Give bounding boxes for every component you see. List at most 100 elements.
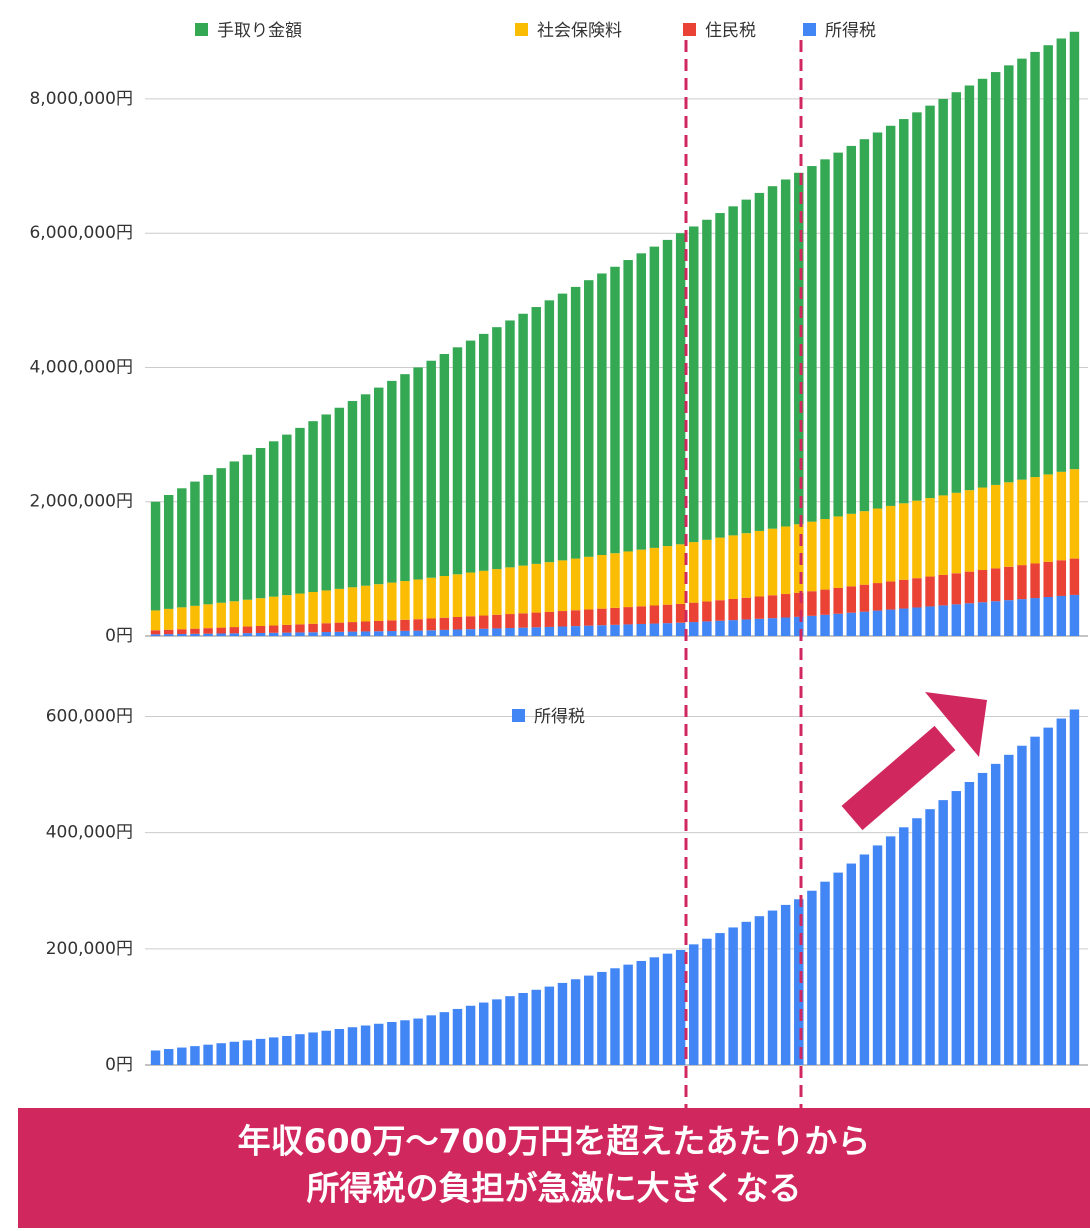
bar: [584, 625, 594, 636]
bar: [623, 260, 633, 552]
bar: [846, 863, 857, 1065]
bar: [1056, 471, 1067, 561]
bar: [728, 535, 738, 599]
bar: [334, 1028, 345, 1065]
bar: [203, 474, 213, 605]
bar: [938, 574, 948, 606]
bar: [426, 618, 436, 631]
bar: [584, 609, 594, 626]
bar: [505, 996, 515, 1065]
bar: [741, 597, 751, 620]
bar: [675, 622, 686, 636]
bar: [570, 979, 581, 1065]
bar: [387, 631, 397, 636]
bar: [689, 542, 699, 603]
bar: [623, 607, 633, 625]
bar: [649, 547, 660, 606]
bar: [413, 367, 423, 580]
bar: [964, 490, 975, 572]
bar: [1056, 718, 1067, 1065]
bar: [1056, 38, 1067, 472]
bar: [1043, 561, 1053, 598]
y-tick-label: 2,000,000円: [29, 492, 133, 512]
bar: [387, 1022, 397, 1065]
bar: [557, 611, 568, 627]
bar: [439, 354, 450, 577]
arrow-head: [925, 692, 987, 757]
bar: [649, 246, 660, 548]
bar: [977, 602, 988, 636]
bar: [229, 1041, 240, 1065]
bar: [636, 606, 646, 624]
bar: [321, 590, 331, 624]
bar: [728, 598, 738, 621]
bar: [702, 219, 712, 540]
bar: [754, 530, 765, 597]
bar: [544, 562, 555, 612]
bar: [767, 595, 778, 619]
bar: [177, 1047, 187, 1065]
bar: [754, 916, 765, 1065]
bar: [1030, 51, 1040, 478]
bar: [531, 612, 541, 628]
bar: [570, 558, 581, 611]
bar: [715, 537, 725, 601]
bar: [295, 593, 305, 625]
bar: [1069, 31, 1080, 470]
bar: [1030, 736, 1040, 1065]
bar: [400, 581, 410, 620]
bar: [531, 563, 541, 613]
bar: [479, 333, 489, 571]
arrow: [841, 692, 987, 831]
bar: [400, 374, 410, 582]
legend-swatch: [683, 23, 696, 36]
bar: [1056, 595, 1067, 636]
bar: [544, 611, 555, 627]
bar: [544, 626, 555, 636]
bar: [321, 632, 331, 636]
bar: [203, 604, 213, 629]
bar: [925, 606, 935, 636]
bar: [308, 632, 318, 636]
bar: [268, 1037, 279, 1065]
bar: [229, 633, 240, 636]
bar: [807, 890, 817, 1065]
bar: [426, 630, 436, 636]
bar: [794, 524, 804, 593]
bar: [347, 631, 358, 636]
y-tick-label: 200,000円: [46, 939, 133, 959]
bar: [820, 159, 830, 520]
bar: [794, 172, 804, 525]
bar: [1030, 477, 1040, 564]
bar: [899, 503, 909, 580]
bar: [465, 340, 476, 573]
bar: [570, 626, 581, 636]
bar: [1017, 745, 1027, 1065]
bar: [163, 629, 174, 635]
bar: [912, 607, 922, 636]
bar: [387, 620, 397, 632]
bar: [452, 617, 463, 630]
bar: [951, 791, 962, 1065]
bar: [859, 139, 870, 512]
bar: [741, 619, 751, 636]
bar: [780, 617, 791, 636]
bar: [610, 624, 620, 636]
bar: [597, 971, 607, 1065]
legend-label: 所得税: [534, 707, 585, 727]
bar: [492, 569, 502, 615]
bar: [1004, 754, 1014, 1065]
bar: [295, 1034, 305, 1065]
bar: [544, 986, 555, 1065]
bar: [675, 233, 686, 545]
bar: [255, 632, 266, 636]
bar: [689, 622, 699, 636]
bar: [505, 320, 515, 568]
bar: [413, 619, 423, 631]
legend-label: 手取り金額: [217, 21, 302, 41]
bar: [439, 629, 450, 636]
bar: [636, 253, 646, 550]
bar: [295, 427, 305, 594]
bar: [833, 587, 843, 614]
